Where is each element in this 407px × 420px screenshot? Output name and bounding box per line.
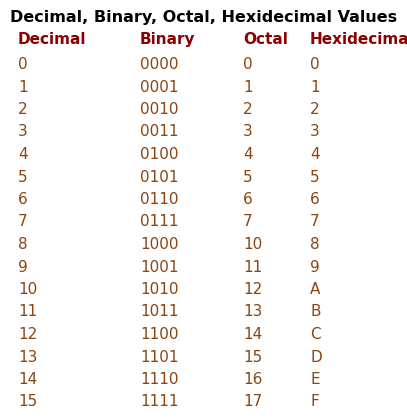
Text: 2: 2 [243,102,253,117]
Text: 12: 12 [243,282,262,297]
Text: 1100: 1100 [140,327,179,342]
Text: 1000: 1000 [140,237,179,252]
Text: Octal: Octal [243,32,288,47]
Text: 1011: 1011 [140,304,179,320]
Text: Decimal, Binary, Octal, Hexidecimal Values: Decimal, Binary, Octal, Hexidecimal Valu… [10,10,397,25]
Text: 2: 2 [18,102,28,117]
Text: 1010: 1010 [140,282,179,297]
Text: 1: 1 [243,79,253,94]
Text: 0101: 0101 [140,170,179,184]
Text: 13: 13 [243,304,263,320]
Text: 6: 6 [243,192,253,207]
Text: 0000: 0000 [140,57,179,72]
Text: 5: 5 [310,170,319,184]
Text: 4: 4 [18,147,28,162]
Text: 15: 15 [243,349,262,365]
Text: 14: 14 [18,372,37,387]
Text: 1001: 1001 [140,260,179,275]
Text: 5: 5 [243,170,253,184]
Text: 0010: 0010 [140,102,179,117]
Text: 0: 0 [243,57,253,72]
Text: 1: 1 [310,79,319,94]
Text: 10: 10 [18,282,37,297]
Text: 1101: 1101 [140,349,179,365]
Text: 9: 9 [18,260,28,275]
Text: 1: 1 [18,79,28,94]
Text: 0: 0 [310,57,319,72]
Text: 0: 0 [18,57,28,72]
Text: Decimal: Decimal [18,32,87,47]
Text: 4: 4 [310,147,319,162]
Text: 2: 2 [310,102,319,117]
Text: Hexidecimal: Hexidecimal [310,32,407,47]
Text: 3: 3 [243,124,253,139]
Text: 7: 7 [310,215,319,229]
Text: 0111: 0111 [140,215,179,229]
Text: 3: 3 [310,124,320,139]
Text: 16: 16 [243,372,263,387]
Text: 5: 5 [18,170,28,184]
Text: 11: 11 [243,260,262,275]
Text: 3: 3 [18,124,28,139]
Text: 0100: 0100 [140,147,179,162]
Text: 11: 11 [18,304,37,320]
Text: C: C [310,327,321,342]
Text: 7: 7 [18,215,28,229]
Text: D: D [310,349,322,365]
Text: 14: 14 [243,327,262,342]
Text: 0110: 0110 [140,192,179,207]
Text: 10: 10 [243,237,262,252]
Text: 1111: 1111 [140,394,179,410]
Text: 8: 8 [310,237,319,252]
Text: 0001: 0001 [140,79,179,94]
Text: 9: 9 [310,260,320,275]
Text: 15: 15 [18,394,37,410]
Text: Binary: Binary [140,32,195,47]
Text: 6: 6 [18,192,28,207]
Text: E: E [310,372,319,387]
Text: 6: 6 [310,192,320,207]
Text: A: A [310,282,320,297]
Text: 8: 8 [18,237,28,252]
Text: 13: 13 [18,349,37,365]
Text: 0011: 0011 [140,124,179,139]
Text: 1110: 1110 [140,372,179,387]
Text: B: B [310,304,320,320]
Text: 17: 17 [243,394,262,410]
Text: F: F [310,394,319,410]
Text: 7: 7 [243,215,253,229]
Text: 12: 12 [18,327,37,342]
Text: 4: 4 [243,147,253,162]
